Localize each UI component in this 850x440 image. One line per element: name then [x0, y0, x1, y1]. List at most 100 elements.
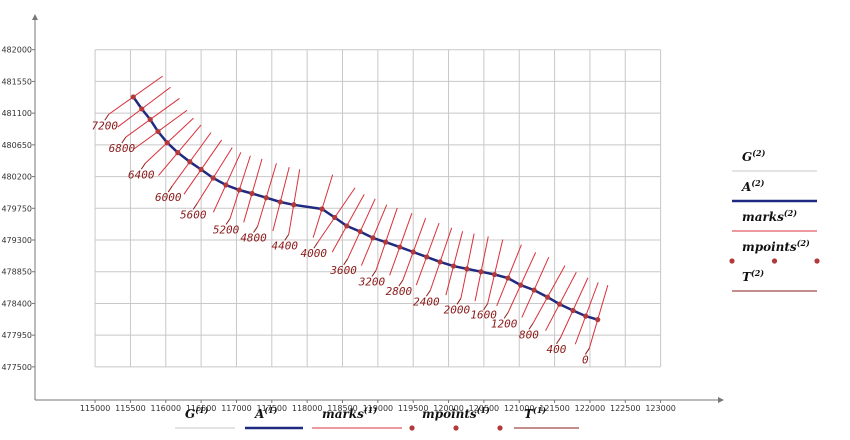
mark-line — [243, 158, 263, 223]
legend-right: G(2) — [742, 148, 766, 164]
mark-line — [375, 207, 398, 271]
point — [319, 206, 325, 212]
y-tick-label: 481550 — [1, 77, 32, 86]
legend-right-swatch — [729, 258, 735, 264]
label-leader — [313, 241, 319, 249]
x-tick-label: 119000 — [363, 404, 394, 413]
point — [291, 202, 297, 208]
mark-line — [445, 231, 464, 296]
legend-bottom-sup: (1) — [364, 405, 377, 415]
mark-line — [496, 244, 522, 307]
legend-bottom-name: A — [254, 407, 264, 421]
station-label: 5200 — [213, 224, 240, 237]
legend-right-sup: (2) — [797, 238, 810, 248]
point — [505, 275, 511, 281]
mark-line — [257, 163, 277, 227]
label-leader — [343, 258, 349, 266]
mark-line — [125, 98, 180, 138]
label-leader — [192, 203, 198, 210]
mark-line — [171, 132, 212, 187]
legend-right: A(2) — [741, 178, 765, 194]
y-tick-label: 478400 — [1, 299, 32, 308]
y-tick-label: 482000 — [1, 46, 32, 55]
y-arrow — [32, 14, 38, 20]
mark-line — [317, 187, 356, 243]
x-tick-label: 122500 — [610, 404, 641, 413]
legend-bottom-sup: (1) — [264, 405, 277, 415]
mark-line — [429, 227, 453, 291]
point — [531, 287, 537, 293]
mark-line — [108, 75, 163, 115]
station-label: 4800 — [240, 231, 267, 244]
point — [130, 94, 136, 100]
mark-line — [487, 239, 504, 304]
legend-bottom-sup: (1) — [533, 405, 546, 415]
label-leader — [556, 337, 561, 345]
legend-right-sup: (2) — [751, 268, 764, 278]
legend-right-name: G — [742, 150, 752, 164]
legend-bottom: marks(1) — [322, 405, 377, 421]
mark-line — [402, 218, 427, 281]
point — [570, 307, 576, 314]
mark-line — [133, 109, 188, 150]
legend-bottom-swatch — [497, 425, 503, 431]
point — [263, 195, 269, 201]
y-tick-label: 478850 — [1, 268, 32, 277]
station-label: 1600 — [470, 309, 497, 322]
point — [595, 317, 601, 323]
legend-bottom-sup: (1) — [195, 405, 208, 415]
mark-line — [158, 124, 202, 176]
station-label: 800 — [519, 328, 539, 341]
point — [164, 140, 170, 146]
legend-right-name: marks — [742, 210, 784, 224]
y-tick-label: 479750 — [1, 204, 32, 213]
x-tick-label: 116000 — [151, 404, 182, 413]
mark-line — [521, 256, 550, 318]
legend-bottom-name: G — [185, 407, 195, 421]
station-label: 5600 — [180, 208, 207, 221]
point — [437, 259, 443, 265]
legend-bottom-name: T — [524, 407, 534, 421]
legend-bottom-name: mpoints — [422, 407, 477, 421]
station-label: 2000 — [444, 303, 471, 316]
point — [357, 228, 363, 235]
station-label: 4000 — [301, 247, 328, 260]
mark-line — [117, 86, 171, 128]
mark-line — [574, 282, 599, 345]
label-leader — [584, 348, 590, 355]
x-tick-label: 121000 — [504, 404, 535, 413]
station-label: 400 — [547, 343, 567, 356]
x-tick-label: 123000 — [645, 404, 676, 413]
mark-line — [415, 222, 440, 286]
x-tick-label: 115500 — [115, 404, 146, 413]
station-label: 3200 — [358, 276, 386, 289]
station-label: 4400 — [271, 239, 298, 252]
point — [223, 182, 229, 188]
legend-bottom: A(1) — [254, 405, 278, 421]
mark-line — [196, 147, 233, 204]
point — [249, 190, 255, 197]
point — [556, 301, 563, 307]
station-label: 7200 — [92, 119, 119, 132]
mark-line — [331, 194, 365, 253]
legend-right-name: A — [741, 180, 751, 194]
mark-line — [288, 169, 301, 235]
label-leader — [104, 113, 110, 121]
x-tick-label: 115000 — [80, 404, 111, 413]
x-tick-label: 121500 — [539, 404, 570, 413]
legend-bottom-sup: (1) — [477, 405, 490, 415]
label-leader — [371, 270, 377, 277]
point — [344, 223, 350, 229]
label-leader — [140, 162, 146, 170]
x-tick-label: 118000 — [292, 404, 323, 413]
mark-line — [532, 265, 566, 324]
point — [478, 269, 484, 275]
point — [236, 187, 242, 193]
mark-line — [144, 117, 194, 164]
y-tick-label: 480650 — [1, 141, 32, 150]
mark-line — [507, 252, 537, 313]
mark-line — [312, 174, 334, 238]
x-tick-label: 119500 — [398, 404, 429, 413]
mark-line — [183, 139, 223, 195]
